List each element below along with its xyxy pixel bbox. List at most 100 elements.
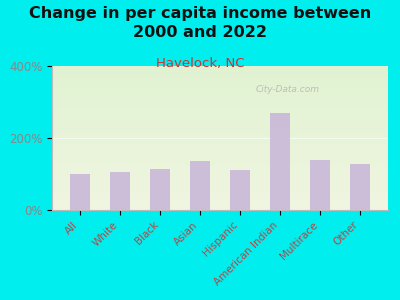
Bar — [52, 126, 388, 127]
Bar — [52, 141, 388, 142]
Bar — [52, 102, 388, 103]
Bar — [52, 205, 388, 206]
Text: City-Data.com: City-Data.com — [255, 85, 319, 94]
Bar — [52, 183, 388, 184]
Bar — [52, 150, 388, 151]
Text: Havelock, NC: Havelock, NC — [156, 57, 244, 70]
Bar — [52, 166, 388, 167]
Bar — [52, 92, 388, 93]
Bar — [52, 123, 388, 124]
Bar — [52, 157, 388, 158]
Bar — [52, 104, 388, 105]
Bar — [52, 117, 388, 118]
Bar — [52, 184, 388, 185]
Bar — [52, 137, 388, 138]
Bar — [52, 128, 388, 129]
Bar — [52, 125, 388, 126]
Bar — [52, 208, 388, 209]
Bar — [52, 169, 388, 170]
Bar — [52, 75, 388, 76]
Bar — [52, 105, 388, 106]
Bar — [52, 197, 388, 198]
Bar — [230, 170, 250, 210]
Bar — [52, 161, 388, 162]
Bar — [52, 155, 388, 156]
Bar — [52, 81, 388, 82]
Bar — [52, 196, 388, 197]
Bar — [52, 172, 388, 173]
Bar — [52, 78, 388, 79]
Text: Change in per capita income between
2000 and 2022: Change in per capita income between 2000… — [29, 6, 371, 40]
Bar — [52, 124, 388, 125]
Bar — [52, 101, 388, 102]
Bar — [110, 172, 130, 210]
Bar — [52, 177, 388, 178]
Bar — [52, 165, 388, 166]
Bar — [52, 111, 388, 112]
Bar — [52, 69, 388, 70]
Bar — [52, 148, 388, 149]
Bar — [52, 173, 388, 174]
Bar — [52, 119, 388, 120]
Bar — [52, 93, 388, 94]
Bar — [52, 91, 388, 92]
Bar — [52, 203, 388, 204]
Bar — [52, 170, 388, 171]
Bar — [52, 199, 388, 200]
Bar — [52, 129, 388, 130]
Bar — [52, 122, 388, 123]
Bar — [52, 130, 388, 131]
Bar — [52, 112, 388, 113]
Bar — [52, 207, 388, 208]
Bar — [52, 113, 388, 114]
Bar — [52, 185, 388, 186]
Bar — [52, 163, 388, 164]
Bar — [52, 84, 388, 85]
Bar — [52, 100, 388, 101]
Bar — [52, 134, 388, 135]
Bar — [52, 67, 388, 68]
Bar — [52, 90, 388, 91]
Bar — [52, 202, 388, 203]
Bar — [52, 152, 388, 153]
Bar — [52, 127, 388, 128]
Bar — [52, 198, 388, 199]
Bar — [52, 74, 388, 75]
Bar — [52, 192, 388, 193]
Bar — [52, 168, 388, 169]
Bar — [52, 188, 388, 189]
Bar — [52, 83, 388, 84]
Bar — [52, 153, 388, 154]
Bar — [52, 145, 388, 146]
Bar — [52, 71, 388, 72]
Bar — [52, 182, 388, 183]
Bar — [52, 159, 388, 160]
Bar — [52, 79, 388, 80]
Bar — [52, 158, 388, 159]
Bar — [52, 181, 388, 182]
Bar — [270, 113, 290, 210]
Bar — [52, 160, 388, 161]
Bar — [52, 138, 388, 139]
Bar — [52, 194, 388, 195]
Bar — [52, 135, 388, 136]
Bar — [52, 156, 388, 157]
Bar — [52, 107, 388, 108]
Bar — [52, 195, 388, 196]
Bar — [310, 160, 330, 210]
Bar — [52, 167, 388, 168]
Bar — [52, 106, 388, 107]
Bar — [52, 204, 388, 205]
Bar — [52, 186, 388, 187]
Bar — [52, 108, 388, 109]
Bar — [52, 139, 388, 140]
Bar — [52, 144, 388, 145]
Bar — [52, 114, 388, 115]
Bar — [52, 80, 388, 81]
Bar — [52, 73, 388, 74]
Bar — [52, 99, 388, 100]
Bar — [52, 82, 388, 83]
Bar — [52, 147, 388, 148]
Bar — [52, 85, 388, 86]
Bar — [52, 206, 388, 207]
